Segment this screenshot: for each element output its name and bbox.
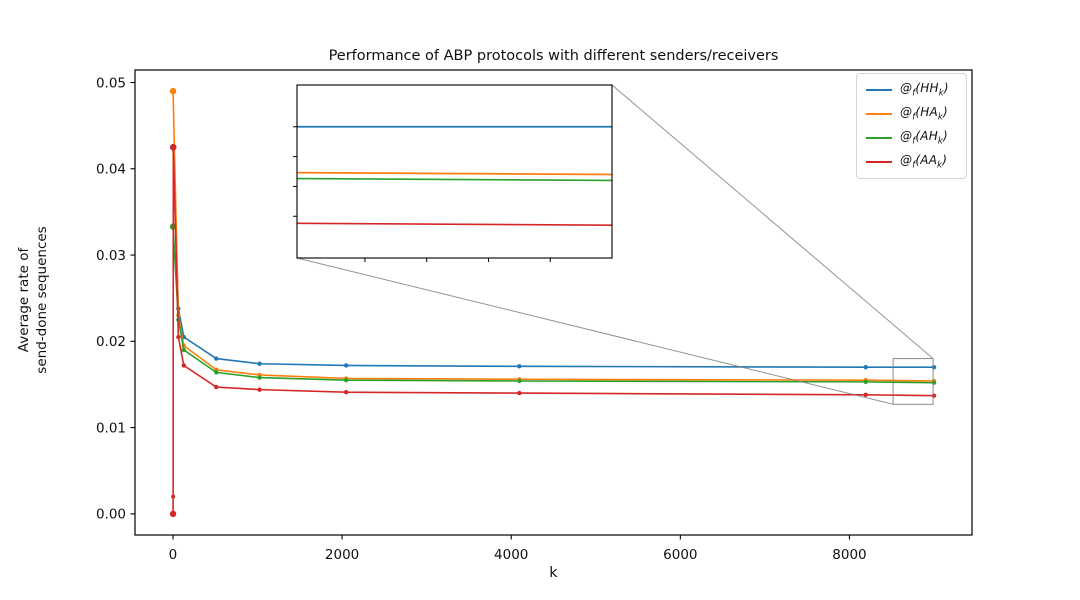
y-axis-label: Average rate of send-done sequences [15,226,51,373]
connector-line-lower [296,257,894,405]
y-axis-label-line1: Average rate of [16,247,32,353]
series-marker-AA [176,334,181,340]
legend: @f(HHk) @f(HAk) @f(AHk) @f(AAk) [856,73,967,179]
legend-item-HH: @f(HHk) [866,80,958,100]
x-tick-label: 8000 [832,547,866,563]
series-marker-HH [863,365,868,370]
y-tick-label: 0.01 [96,420,126,436]
legend-line-swatch [866,137,892,139]
series-marker-AA [931,393,937,398]
main-axes-border [134,69,973,536]
legend-label: @f(AAk) [900,153,948,171]
inset-line-AH [297,177,612,182]
legend-label: @f(HHk) [900,81,949,99]
series-marker-HH [214,356,219,361]
chart-title: Performance of ABP protocols with differ… [328,48,779,64]
y-tick-label: 0.05 [96,75,126,91]
series-marker-HH [257,361,262,366]
series-marker-AA [214,384,219,390]
inset-line-AA [297,222,612,227]
legend-label: @f(HAk) [900,105,948,123]
series-marker-HA [169,87,177,95]
y-tick-label: 0.04 [96,162,126,178]
series-marker-HH [931,365,937,370]
series-marker-AA [863,392,868,398]
x-tick-label: 6000 [663,547,697,563]
series-marker-AH [214,370,219,375]
series-marker-AH [517,378,522,384]
y-tick-label: 0.00 [96,507,126,523]
series-group [169,87,937,518]
legend-item-AA: @f(AAk) [866,152,958,172]
series-marker-AA [170,144,177,151]
legend-item-AH: @f(AHk) [866,128,958,148]
legend-label: @f(AHk) [900,129,948,147]
series-marker-AA [169,510,177,518]
legend-line-swatch [866,161,892,163]
series-marker-AA [517,390,522,396]
connector-line-upper [611,84,934,359]
inset-series-group [297,125,612,227]
legend-item-HA: @f(HAk) [866,104,958,124]
y-tick-label: 0.03 [96,248,126,264]
series-marker-HH [343,363,349,368]
legend-line-swatch [866,89,892,91]
inset-line-HA [297,171,612,176]
series-marker-AA [171,494,176,499]
y-tick-label: 0.02 [96,334,126,350]
series-marker-AH [343,377,349,383]
inset-background [297,85,612,258]
x-tick-label: 4000 [494,547,528,563]
series-marker-AH [863,379,868,385]
series-marker-AH [931,380,937,385]
y-axis-label-line2: send-done sequences [34,226,50,374]
x-tick-label: 2000 [325,547,359,563]
series-marker-AA [257,387,262,392]
inset-border [296,84,613,259]
x-axis-label: k [549,565,558,581]
series-marker-AA [181,363,186,368]
series-marker-HH [517,364,522,369]
series-marker-AA [343,390,349,395]
series-marker-AH [181,347,186,353]
legend-line-swatch [866,113,892,115]
series-marker-AH [257,375,262,380]
x-tick-label: 0 [169,547,178,563]
zoom-rectangle [892,358,934,405]
